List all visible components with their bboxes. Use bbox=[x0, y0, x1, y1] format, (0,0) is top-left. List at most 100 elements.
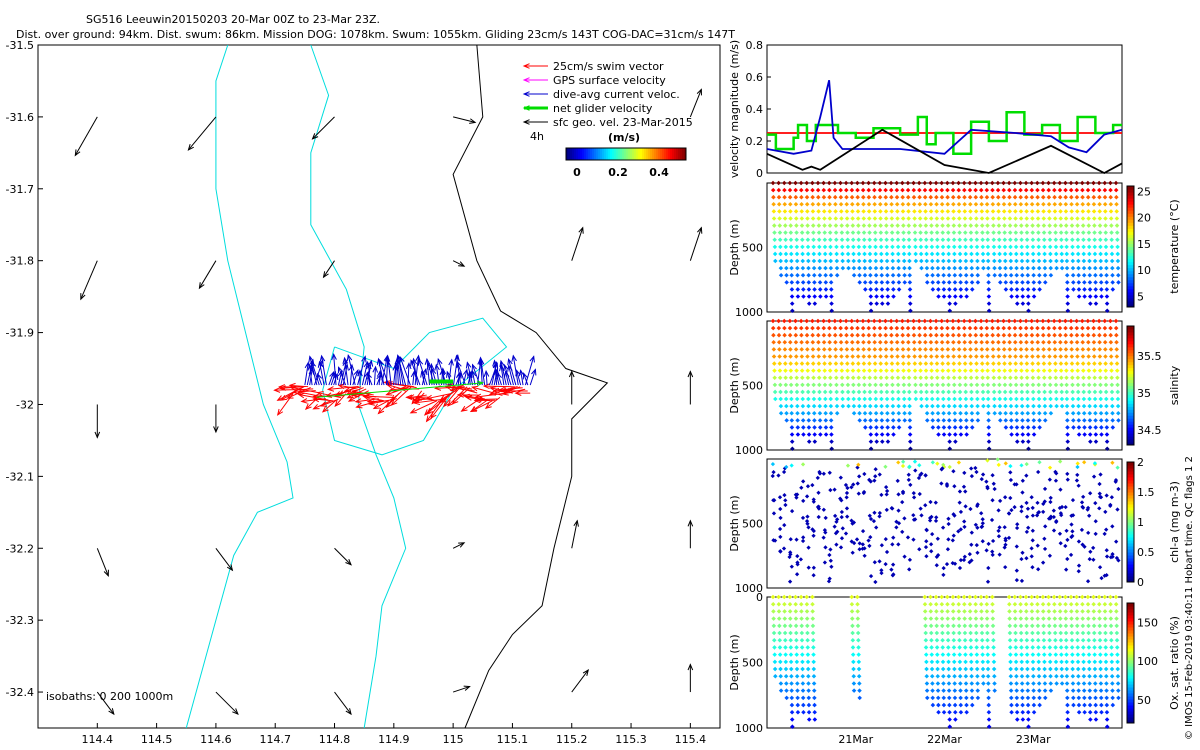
profile-point bbox=[939, 340, 945, 345]
profile-point bbox=[885, 418, 890, 423]
profile-point bbox=[911, 202, 917, 207]
swim-vector bbox=[502, 388, 526, 395]
profile-point bbox=[1047, 354, 1052, 359]
chl-point bbox=[962, 554, 967, 559]
swim-vector-head bbox=[423, 409, 431, 416]
profile-point bbox=[1076, 272, 1081, 278]
profile-point bbox=[997, 258, 1003, 264]
profile-point bbox=[777, 368, 783, 373]
profile-point bbox=[1069, 216, 1075, 221]
profile-point bbox=[900, 332, 905, 338]
profile-point bbox=[961, 594, 967, 600]
swim-vector-head bbox=[474, 393, 482, 400]
profile-point bbox=[962, 223, 968, 228]
chl-point bbox=[1075, 461, 1080, 466]
profile-point bbox=[986, 717, 992, 722]
profile-point bbox=[985, 244, 991, 250]
profile-point bbox=[1098, 666, 1103, 672]
profile-point bbox=[1019, 396, 1025, 402]
profile-point bbox=[872, 209, 878, 214]
profile-point bbox=[974, 354, 979, 359]
profile-point bbox=[1068, 594, 1074, 600]
profile-point bbox=[1035, 340, 1041, 345]
profile-point bbox=[1026, 308, 1031, 313]
profile-point bbox=[967, 180, 973, 186]
profile-point bbox=[1086, 382, 1092, 388]
profile-point bbox=[884, 403, 890, 409]
net-glider-vector-head bbox=[476, 380, 485, 387]
profile-point bbox=[1063, 630, 1069, 636]
chl-point bbox=[832, 524, 837, 529]
profile-point bbox=[985, 673, 991, 679]
profile-point bbox=[997, 375, 1002, 381]
colorbar-cell bbox=[1127, 714, 1134, 718]
chl-point bbox=[1006, 511, 1012, 516]
profile-point bbox=[1113, 325, 1119, 331]
chl-point bbox=[877, 514, 882, 519]
profile-point bbox=[1058, 216, 1064, 221]
profile-point bbox=[1115, 258, 1121, 264]
profile-point bbox=[896, 251, 901, 257]
profile-point bbox=[1113, 180, 1119, 186]
chl-point bbox=[907, 464, 912, 469]
swim-vector-head bbox=[426, 407, 434, 415]
profile-point bbox=[1097, 347, 1102, 352]
profile-point bbox=[1047, 637, 1052, 643]
colorbar-cell bbox=[620, 148, 623, 160]
profile-point bbox=[889, 354, 895, 359]
profile-point bbox=[990, 332, 995, 338]
profile-point bbox=[838, 340, 844, 345]
chl-point bbox=[947, 464, 952, 470]
profile-point bbox=[945, 623, 951, 629]
profile-point bbox=[894, 325, 900, 331]
chl-point bbox=[1024, 529, 1029, 534]
profile-point bbox=[771, 347, 777, 352]
chl-point bbox=[787, 554, 792, 560]
profile-point bbox=[1029, 347, 1035, 352]
dive-avg-current-vector bbox=[480, 358, 486, 386]
profile-point bbox=[794, 666, 800, 672]
profile-point bbox=[1018, 354, 1024, 359]
profile-point bbox=[1063, 601, 1068, 607]
profile-point bbox=[1082, 418, 1087, 423]
profile-point bbox=[1036, 681, 1042, 686]
profile-point bbox=[1080, 347, 1086, 352]
profile-point bbox=[1037, 410, 1042, 416]
profile-point bbox=[1019, 223, 1024, 228]
profile-point bbox=[945, 180, 950, 186]
colorbar-cell bbox=[1127, 567, 1134, 571]
profile-point bbox=[795, 403, 800, 409]
profile-point bbox=[794, 251, 800, 257]
profile-point bbox=[912, 223, 918, 228]
colorbar-cell bbox=[1127, 693, 1134, 697]
profile-point bbox=[844, 347, 850, 352]
profile-point bbox=[850, 354, 855, 359]
profile-point bbox=[1074, 202, 1080, 207]
chl-point bbox=[929, 514, 934, 520]
profile-point bbox=[1075, 223, 1080, 228]
profile-point bbox=[866, 180, 871, 186]
profile-point bbox=[872, 194, 877, 200]
chl-point bbox=[1104, 554, 1110, 559]
chl-point bbox=[1063, 543, 1068, 549]
profile-point bbox=[794, 382, 800, 388]
profile-point bbox=[1087, 280, 1093, 285]
profile-point bbox=[928, 623, 934, 629]
profile-point bbox=[850, 237, 856, 243]
profile-point bbox=[979, 623, 985, 629]
colorbar-frame bbox=[1126, 185, 1135, 308]
profile-point bbox=[810, 187, 815, 193]
profile-point bbox=[1035, 180, 1040, 186]
profile-point bbox=[986, 280, 991, 285]
profile-point bbox=[901, 368, 906, 373]
profile-point bbox=[947, 308, 953, 313]
profile-point bbox=[1052, 616, 1058, 621]
chl-point bbox=[911, 495, 917, 500]
profile-point bbox=[884, 230, 889, 235]
chl-point bbox=[1085, 507, 1090, 512]
profile-point bbox=[806, 403, 811, 409]
chl-point bbox=[782, 493, 787, 498]
profile-point bbox=[883, 325, 888, 331]
dive-avg-current-vector bbox=[376, 374, 382, 386]
chl-point bbox=[1019, 463, 1024, 468]
